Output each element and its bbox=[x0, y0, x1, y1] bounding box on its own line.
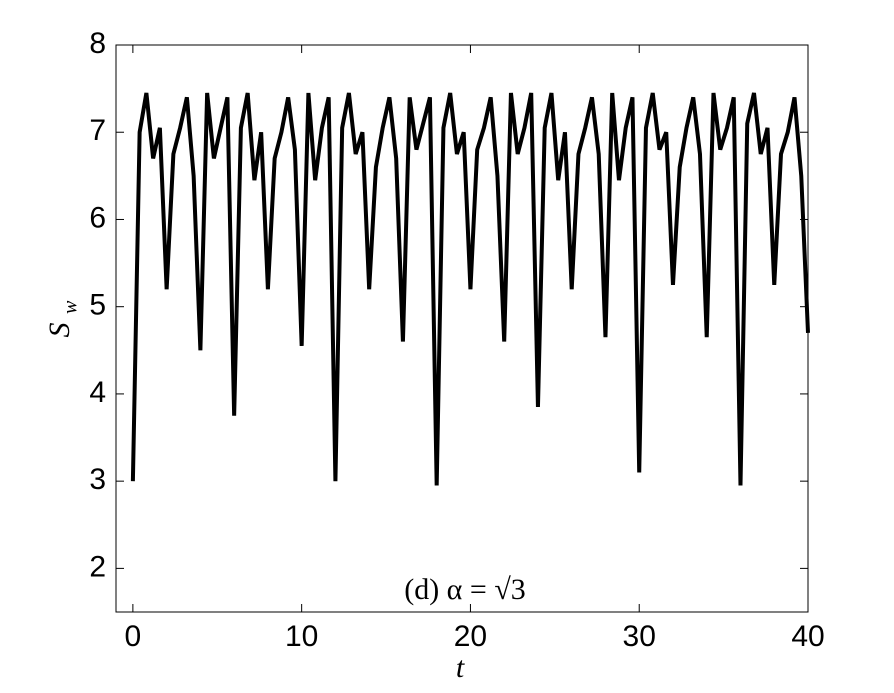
y-axis-label: S bbox=[43, 323, 76, 338]
y-axis-label-subscript: w bbox=[60, 300, 82, 314]
y-axis-label-group: S w bbox=[43, 300, 82, 338]
x-tick-label: 20 bbox=[454, 620, 487, 653]
x-tick-label: 40 bbox=[791, 620, 824, 653]
y-tick-label: 2 bbox=[89, 550, 106, 583]
x-tick-label: 30 bbox=[623, 620, 656, 653]
x-axis-label: t bbox=[456, 651, 465, 684]
x-tick-label: 10 bbox=[285, 620, 318, 653]
x-tick-label: 0 bbox=[125, 620, 142, 653]
y-tick-label: 6 bbox=[89, 201, 106, 234]
data-line bbox=[130, 92, 810, 486]
annotation: (d) α = √3 bbox=[404, 573, 526, 606]
y-tick-label: 5 bbox=[89, 289, 106, 322]
y-tick-label: 8 bbox=[89, 27, 106, 60]
y-tick-label: 4 bbox=[89, 376, 106, 409]
y-tick-label: 7 bbox=[89, 114, 106, 147]
y-tick-label: 3 bbox=[89, 463, 106, 496]
